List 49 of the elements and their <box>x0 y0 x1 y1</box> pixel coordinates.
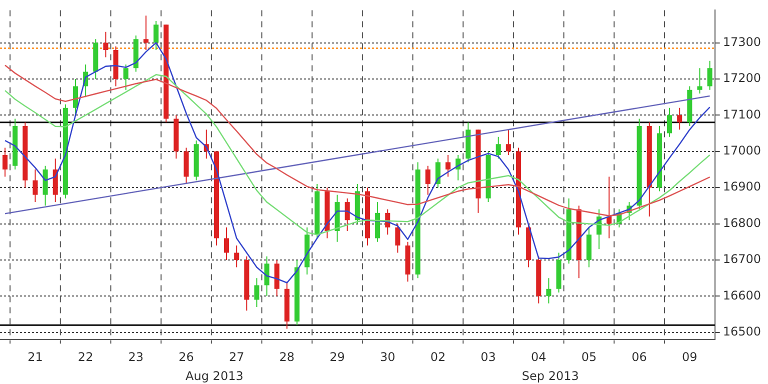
x-tick-label: 29 <box>330 350 345 364</box>
y-tick-label: 16700 <box>722 252 762 266</box>
candlestick <box>667 107 672 138</box>
candlestick <box>496 136 501 160</box>
y-tick-label: 17200 <box>722 71 762 86</box>
candlestick <box>446 154 451 178</box>
candlestick <box>606 176 612 239</box>
y-tick-label: 16900 <box>722 180 762 194</box>
candlestick <box>425 165 430 196</box>
y-tick-label: 17000 <box>722 143 762 158</box>
candlestick <box>2 147 8 178</box>
candlestick <box>506 129 511 156</box>
candlestick <box>254 278 260 308</box>
candlestick <box>123 64 128 90</box>
candlestick <box>264 256 270 297</box>
candlestick <box>697 68 702 94</box>
y-tick-label: 16600 <box>722 288 762 302</box>
text: Sep 2013 <box>522 369 579 384</box>
candlestick <box>32 168 38 203</box>
x-tick-label: 30 <box>380 350 396 364</box>
y-tick-label: 16800 <box>722 216 762 230</box>
candlestick <box>154 20 159 51</box>
candlestick <box>707 60 712 90</box>
y-tick-label: 17300 <box>722 34 762 49</box>
y-tick-label: 17100 <box>722 107 762 122</box>
candlestick <box>234 244 240 268</box>
x-tick-label: 09 <box>682 350 698 364</box>
candlestick <box>143 15 149 51</box>
x-tick-label: 02 <box>430 350 446 364</box>
x-tick-label: 05 <box>581 350 597 364</box>
y-tick-label: 16500 <box>722 324 762 338</box>
x-tick-label: 06 <box>632 350 647 364</box>
text: Aug 2013 <box>186 369 244 384</box>
x-tick-label: 22 <box>78 350 94 364</box>
x-tick-label: 21 <box>28 350 43 364</box>
candlestick <box>435 158 440 188</box>
candlestick <box>344 198 350 232</box>
candlestick <box>224 226 230 260</box>
candlestick <box>395 223 400 254</box>
x-tick-label: 27 <box>228 350 244 364</box>
x-tick-label: 28 <box>279 350 295 364</box>
candlestick <box>72 78 78 116</box>
x-tick-label: 03 <box>480 350 496 364</box>
x-tick-label: 26 <box>178 350 194 364</box>
x-tick-label: 04 <box>530 350 546 364</box>
candlestick <box>546 278 552 304</box>
x-tick-label: 23 <box>128 350 144 364</box>
candlestick <box>103 31 108 58</box>
candlestick <box>677 107 682 130</box>
